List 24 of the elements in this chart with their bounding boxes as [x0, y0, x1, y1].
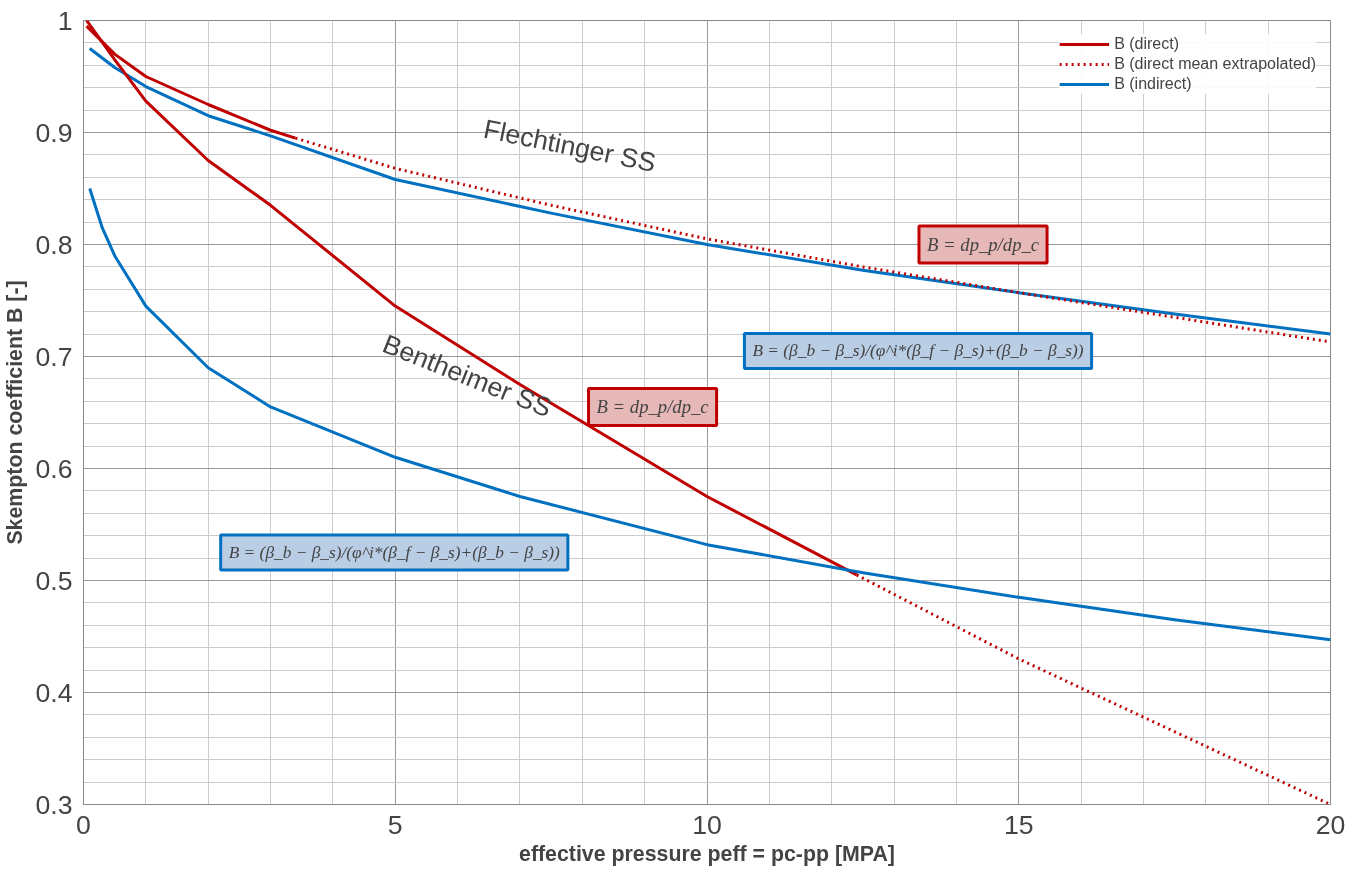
annotation: B = (β_b − β_s)/(φ^i*(β_f − β_s)+(β_b − β_s))	[752, 341, 1084, 361]
y-tick-label: 0.9	[35, 117, 73, 148]
y-axis-title: Skempton coefficient B [-]	[3, 280, 28, 545]
x-tick-label: 15	[1003, 809, 1034, 840]
annotation: Flechtinger SS	[481, 113, 659, 178]
legend-label: B (direct mean extrapolated)	[1114, 55, 1316, 73]
x-axis-title: effective pressure peff = pc-pp [MPA]	[519, 841, 895, 866]
y-tick-label: 0.4	[35, 677, 73, 708]
y-tick-label: 0.8	[35, 229, 73, 260]
x-tick-label: 20	[1315, 809, 1346, 840]
annotation: B = dp_p/dp_c	[596, 396, 710, 418]
y-tick-label: 0.7	[35, 341, 73, 372]
x-tick-label: 10	[692, 809, 722, 840]
x-tick-label: 5	[387, 809, 403, 840]
legend-label: B (direct)	[1114, 35, 1180, 53]
y-tick-label: 1	[57, 5, 73, 36]
x-tick-label: 0	[76, 809, 91, 840]
line-series	[88, 187, 1331, 642]
y-tick-label: 0.5	[35, 565, 73, 596]
legend-label: B (indirect)	[1114, 75, 1192, 93]
annotation: B = dp_p/dp_c	[926, 234, 1040, 255]
y-tick-label: 0.6	[35, 453, 73, 484]
y-tick-label: 0.3	[35, 789, 73, 820]
annotation: B = (β_b − β_s)/(φ^i*(β_f − β_s)+(β_b − β_s))	[228, 543, 561, 562]
